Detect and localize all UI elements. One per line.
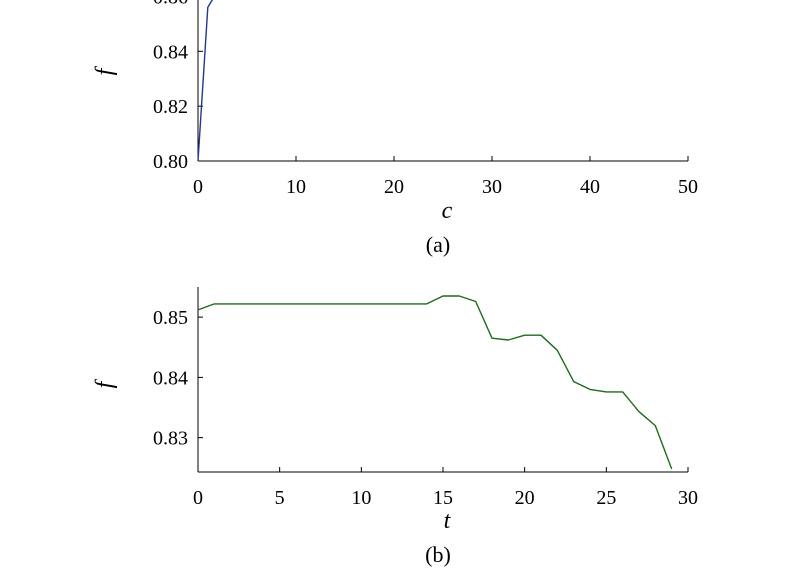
chart-panel-b: 0 5 10 15 20 25 30 0.83 0.84 0.85 t f (b)	[92, 287, 698, 567]
x-axis-title-a: c	[442, 198, 453, 224]
x-tick-label-b: 30	[678, 487, 698, 509]
y-axis-title-a: f	[92, 65, 118, 75]
x-tick-label-a: 20	[384, 176, 404, 198]
y-tick-label-b: 0.84	[153, 367, 188, 389]
x-tick-label-b: 0	[193, 487, 203, 509]
series-line-a	[197, 0, 214, 162]
x-tick-label-b: 20	[515, 487, 535, 509]
y-tick-label-a: 0.80	[153, 151, 188, 173]
x-tick-label-b: 10	[351, 487, 371, 509]
x-tick-label-a: 0	[193, 176, 203, 198]
y-tick-label-a: 0.82	[153, 96, 188, 118]
y-tick-label-a: 0.84	[153, 41, 188, 63]
x-tick-label-b: 25	[596, 487, 616, 509]
y-tick-label-b: 0.83	[153, 428, 188, 450]
y-axis-title-b: f	[92, 378, 118, 388]
panel-label-b: (b)	[425, 542, 451, 567]
x-tick-label-a: 10	[286, 176, 306, 198]
x-tick-label-b: 15	[433, 487, 453, 509]
x-tick-label-a: 40	[580, 176, 600, 198]
chart-panel-a: 0 10 20 30 40 50 0.80 0.82 0.84 0.86 c f (a)	[92, 0, 698, 257]
x-axis-title-b: t	[444, 508, 452, 534]
axes-a: 0 10 20 30 40 50 0.80 0.82 0.84 0.86	[153, 0, 698, 198]
y-tick-label-a: 0.86	[153, 0, 188, 8]
panel-label-a: (a)	[426, 232, 450, 257]
series-line-b	[197, 295, 673, 470]
y-tick-label-b: 0.85	[153, 307, 188, 329]
x-tick-label-a: 50	[678, 176, 698, 198]
x-tick-label-b: 5	[275, 487, 285, 509]
x-tick-label-a: 30	[482, 176, 502, 198]
axes-b: 0 5 10 15 20 25 30 0.83 0.84 0.85	[153, 287, 698, 509]
